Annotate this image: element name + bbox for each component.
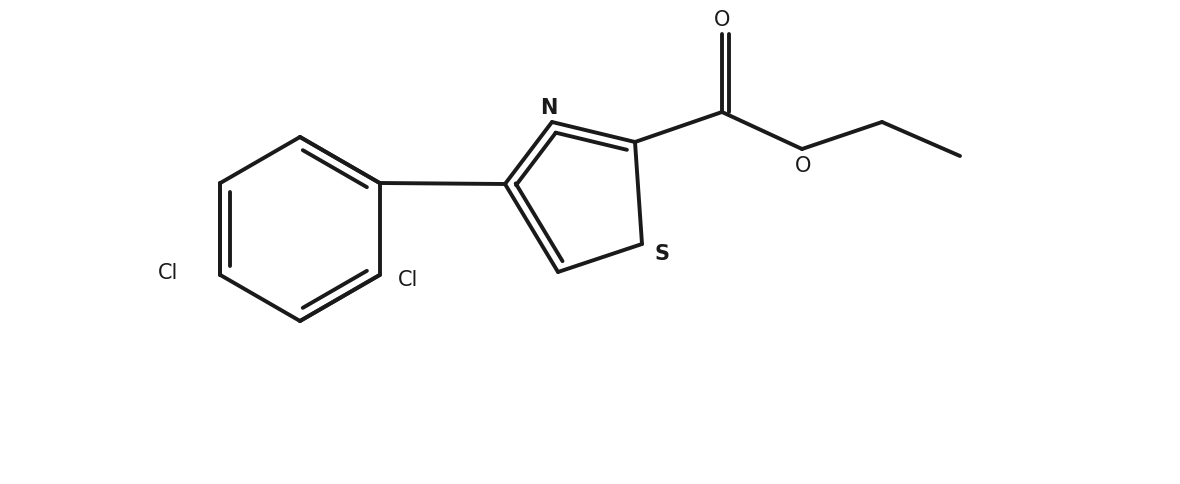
Text: S: S bbox=[655, 244, 669, 264]
Text: O: O bbox=[795, 156, 811, 176]
Text: Cl: Cl bbox=[158, 263, 178, 283]
Text: O: O bbox=[714, 10, 730, 30]
Text: N: N bbox=[540, 98, 558, 118]
Text: Cl: Cl bbox=[398, 270, 418, 290]
